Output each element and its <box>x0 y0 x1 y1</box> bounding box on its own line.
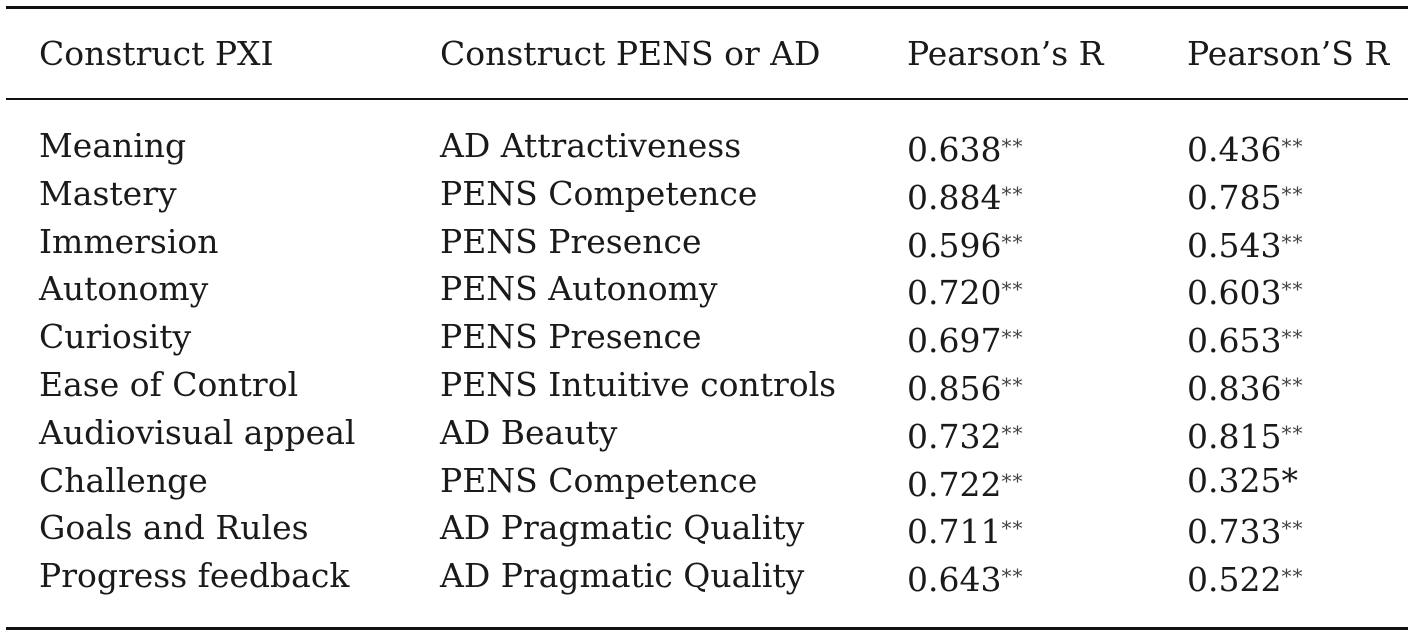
correlation-value: 0.653 <box>1187 321 1282 360</box>
cell-pearson-r2: 0.653** <box>1187 317 1303 361</box>
cell-pearson-r1: 0.722** <box>907 461 1023 505</box>
cell-pearson-r2: 0.785** <box>1187 174 1303 218</box>
cell-construct-pens-ad: PENS Presence <box>440 222 702 261</box>
significance-marker: ** <box>1001 230 1024 254</box>
significance-marker: ** <box>1281 325 1304 349</box>
cell-pearson-r1: 0.596** <box>907 222 1023 266</box>
cell-construct-pxi: Immersion <box>39 222 219 261</box>
cell-construct-pxi: Meaning <box>39 126 187 165</box>
significance-marker: ** <box>1281 230 1304 254</box>
significance-marker: ** <box>1001 134 1024 158</box>
significance-marker: ** <box>1001 373 1024 397</box>
cell-construct-pxi: Progress feedback <box>39 556 350 595</box>
correlation-value: 0.815 <box>1187 417 1282 456</box>
correlation-value: 0.733 <box>1187 512 1282 551</box>
cell-pearson-r1: 0.720** <box>907 269 1023 313</box>
cell-construct-pens-ad: AD Beauty <box>440 413 618 452</box>
significance-marker: * <box>1281 461 1299 500</box>
correlation-value: 0.603 <box>1187 273 1282 312</box>
cell-construct-pxi: Curiosity <box>39 317 192 356</box>
cell-construct-pxi: Mastery <box>39 174 177 213</box>
cell-construct-pxi: Audiovisual appeal <box>39 413 356 452</box>
cell-pearson-r1: 0.643** <box>907 556 1023 600</box>
correlation-value: 0.711 <box>907 512 1002 551</box>
correlation-value: 0.785 <box>1187 178 1282 217</box>
significance-marker: ** <box>1001 421 1024 445</box>
significance-marker: ** <box>1001 516 1024 540</box>
cell-construct-pens-ad: AD Pragmatic Quality <box>440 508 805 547</box>
correlation-value: 0.720 <box>907 273 1002 312</box>
significance-marker: ** <box>1281 421 1304 445</box>
correlation-value: 0.884 <box>907 178 1002 217</box>
cell-construct-pens-ad: PENS Competence <box>440 174 758 213</box>
cell-construct-pens-ad: PENS Autonomy <box>440 269 718 308</box>
correlation-value: 0.596 <box>907 226 1002 265</box>
cell-pearson-r1: 0.884** <box>907 174 1023 218</box>
significance-marker: ** <box>1001 182 1024 206</box>
cell-pearson-r1: 0.697** <box>907 317 1023 361</box>
cell-construct-pens-ad: AD Pragmatic Quality <box>440 556 805 595</box>
cell-construct-pens-ad: AD Attractiveness <box>440 126 742 165</box>
cell-construct-pxi: Ease of Control <box>39 365 299 404</box>
table-bottom-rule <box>6 627 1408 630</box>
correlation-value: 0.643 <box>907 560 1002 599</box>
cell-pearson-r2: 0.543** <box>1187 222 1303 266</box>
correlation-value: 0.436 <box>1187 130 1282 169</box>
significance-marker: ** <box>1281 564 1304 588</box>
cell-pearson-r1: 0.732** <box>907 413 1023 457</box>
significance-marker: ** <box>1001 325 1024 349</box>
header-pearson-r-1: Pearson’s R <box>907 34 1104 73</box>
significance-marker: ** <box>1281 182 1304 206</box>
significance-marker: ** <box>1001 564 1024 588</box>
cell-construct-pxi: Goals and Rules <box>39 508 309 547</box>
correlation-value: 0.697 <box>907 321 1002 360</box>
correlation-value: 0.543 <box>1187 226 1282 265</box>
cell-pearson-r2: 0.733** <box>1187 508 1303 552</box>
cell-pearson-r2: 0.436** <box>1187 126 1303 170</box>
cell-pearson-r2: 0.836** <box>1187 365 1303 409</box>
significance-marker: ** <box>1281 277 1304 301</box>
header-pearson-r-2: Pearson’S R <box>1187 34 1390 73</box>
significance-marker: ** <box>1281 373 1304 397</box>
cell-pearson-r2: 0.325* <box>1187 461 1299 501</box>
cell-pearson-r2: 0.522** <box>1187 556 1303 600</box>
cell-construct-pens-ad: PENS Intuitive controls <box>440 365 837 404</box>
significance-marker: ** <box>1001 277 1024 301</box>
significance-marker: ** <box>1281 134 1304 158</box>
correlation-value: 0.722 <box>907 465 1002 504</box>
cell-construct-pens-ad: PENS Presence <box>440 317 702 356</box>
correlation-value: 0.856 <box>907 369 1002 408</box>
cell-construct-pxi: Challenge <box>39 461 208 500</box>
cell-pearson-r1: 0.638** <box>907 126 1023 170</box>
correlation-value: 0.836 <box>1187 369 1282 408</box>
table-header-rule <box>6 98 1408 100</box>
cell-pearson-r2: 0.603** <box>1187 269 1303 313</box>
cell-construct-pxi: Autonomy <box>39 269 209 308</box>
cell-pearson-r1: 0.711** <box>907 508 1023 552</box>
correlation-value: 0.522 <box>1187 560 1282 599</box>
correlation-value: 0.732 <box>907 417 1002 456</box>
cell-pearson-r2: 0.815** <box>1187 413 1303 457</box>
header-construct-pxi: Construct PXI <box>39 34 274 73</box>
cell-construct-pens-ad: PENS Competence <box>440 461 758 500</box>
significance-marker: ** <box>1001 469 1024 493</box>
header-construct-pens-ad: Construct PENS or AD <box>440 34 821 73</box>
significance-marker: ** <box>1281 516 1304 540</box>
cell-pearson-r1: 0.856** <box>907 365 1023 409</box>
correlation-value: 0.325 <box>1187 461 1282 500</box>
correlation-value: 0.638 <box>907 130 1002 169</box>
table-top-rule <box>6 6 1408 9</box>
